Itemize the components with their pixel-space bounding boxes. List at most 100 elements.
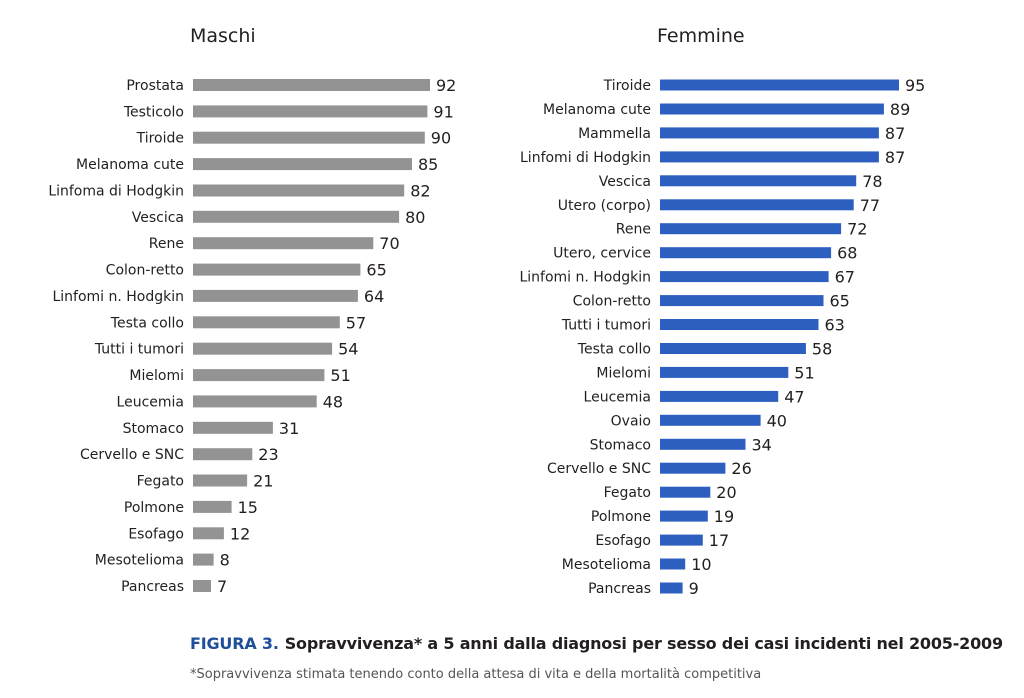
value-label-women: 95: [905, 76, 925, 95]
bar-men: [193, 448, 253, 461]
bar-women: [660, 390, 779, 402]
category-label-men: Fegato: [137, 474, 184, 490]
value-label-women: 87: [885, 148, 905, 167]
category-label-men: Testicolo: [123, 104, 184, 120]
bar-men: [193, 553, 214, 566]
bar-women: [660, 510, 708, 522]
category-label-women: Mammella: [578, 126, 651, 142]
value-label-men: 64: [364, 287, 384, 306]
category-label-women: Stomaco: [590, 437, 651, 453]
bar-women: [660, 343, 806, 354]
category-label-women: Utero, cervice: [553, 246, 651, 262]
survival-bar-charts: Maschi Prostata 92 Testicolo 91 Tiroide 90 Mela…: [48, 25, 925, 598]
value-label-men: 90: [431, 129, 451, 148]
bar-women: [660, 151, 879, 163]
bar-women: [660, 582, 683, 594]
category-label-women: Tiroide: [603, 78, 651, 94]
value-label-women: 77: [860, 196, 880, 215]
value-label-men: 48: [323, 392, 343, 411]
bar-men: [193, 316, 340, 329]
bar-men: [193, 421, 273, 434]
chart-title-women: Femmine: [657, 25, 745, 47]
value-label-women: 51: [794, 363, 814, 382]
category-label-women: Melanoma cute: [543, 102, 651, 118]
figure-label: FIGURA 3.: [190, 634, 279, 653]
bar-women: [660, 414, 761, 426]
figure-note: *Sopravvivenza stimata tenendo conto del…: [190, 667, 762, 682]
category-label-women: Pancreas: [588, 581, 651, 597]
category-label-men: Stomaco: [123, 421, 184, 437]
value-label-men: 57: [346, 313, 366, 332]
bar-women: [660, 319, 819, 330]
value-label-women: 9: [689, 579, 699, 598]
category-label-women: Mesotelioma: [562, 557, 651, 573]
value-label-men: 85: [418, 155, 438, 174]
bar-women: [660, 223, 842, 235]
bar-men: [193, 263, 361, 276]
bar-women: [660, 462, 726, 474]
category-label-women: Polmone: [591, 509, 651, 525]
category-label-men: Vescica: [132, 210, 184, 226]
value-label-men: 65: [366, 261, 386, 280]
bar-women: [660, 127, 879, 139]
value-label-men: 7: [217, 577, 227, 596]
chart-title-men: Maschi: [190, 25, 256, 47]
value-label-men: 92: [436, 76, 456, 95]
bar-women: [660, 534, 703, 546]
value-label-men: 23: [258, 445, 278, 464]
category-label-women: Ovaio: [611, 413, 651, 429]
category-label-women: Cervello e SNC: [547, 461, 651, 477]
bar-men: [193, 158, 412, 171]
bar-men: [193, 369, 325, 382]
bar-women: [660, 438, 746, 450]
bar-women: [660, 486, 711, 498]
category-label-men: Linfoma di Hodgkin: [48, 184, 184, 200]
bar-men: [193, 131, 425, 144]
category-label-men: Melanoma cute: [76, 157, 184, 173]
figure-caption: FIGURA 3. Sopravvivenza* a 5 anni dalla d…: [190, 634, 1003, 653]
bar-men: [193, 210, 400, 223]
bar-women: [660, 79, 899, 91]
bar-men: [193, 527, 224, 540]
value-label-women: 63: [825, 316, 845, 335]
bar-women: [660, 247, 832, 259]
bar-men: [193, 342, 333, 355]
value-label-women: 10: [691, 555, 711, 574]
bar-men: [193, 395, 317, 408]
category-label-women: Colon-retto: [573, 294, 651, 310]
category-label-men: Leucemia: [117, 394, 184, 410]
category-label-women: Tutti i tumori: [561, 318, 651, 334]
category-label-women: Vescica: [599, 174, 651, 190]
value-label-women: 34: [752, 435, 772, 454]
bar-men: [193, 105, 428, 118]
category-label-men: Testa collo: [110, 315, 184, 331]
value-label-men: 91: [433, 102, 453, 121]
value-label-women: 68: [837, 244, 857, 263]
category-label-men: Mesotelioma: [95, 553, 184, 569]
value-label-men: 8: [220, 551, 230, 570]
bar-women: [660, 366, 789, 378]
value-label-men: 70: [379, 234, 399, 253]
category-label-men: Esofago: [128, 526, 184, 542]
category-label-women: Leucemia: [584, 389, 651, 405]
category-label-women: Fegato: [604, 485, 651, 501]
category-label-men: Polmone: [124, 500, 184, 516]
value-label-men: 54: [338, 340, 358, 359]
value-label-women: 78: [862, 172, 882, 191]
value-label-women: 58: [812, 340, 832, 359]
value-label-women: 65: [830, 292, 850, 311]
value-label-women: 26: [731, 459, 751, 478]
bar-men: [193, 474, 248, 487]
category-label-women: Testa collo: [577, 342, 651, 358]
category-label-men: Pancreas: [121, 579, 184, 595]
bar-men: [193, 500, 232, 513]
figure-title: Sopravvivenza* a 5 anni dalla diagnosi p…: [284, 634, 1003, 653]
category-label-men: Prostata: [126, 78, 184, 94]
bar-men: [193, 184, 405, 197]
value-label-women: 87: [885, 124, 905, 143]
category-label-women: Utero (corpo): [558, 198, 651, 214]
category-label-women: Mielomi: [596, 365, 651, 381]
value-label-women: 19: [714, 507, 734, 526]
category-label-men: Colon-retto: [106, 263, 184, 279]
value-label-women: 89: [890, 100, 910, 119]
